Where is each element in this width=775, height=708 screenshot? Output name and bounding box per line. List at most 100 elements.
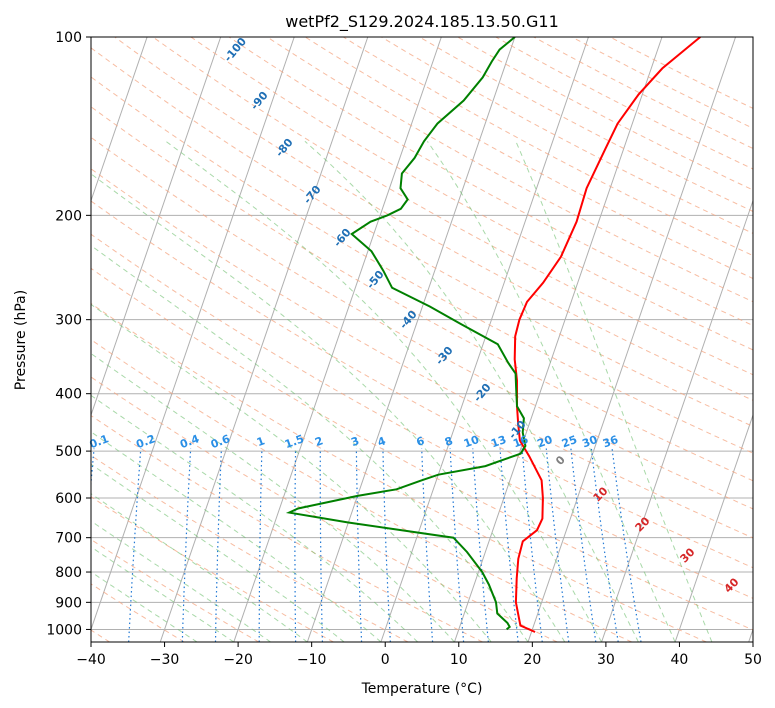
mixing-ratio-label: 30 (580, 433, 599, 451)
mixing-ratio-line (355, 448, 363, 642)
dry-adiabat-line (91, 267, 753, 631)
background-lines (0, 37, 753, 642)
x-tick-label: 30 (597, 652, 615, 668)
mixing-ratio-label: 13 (489, 433, 508, 450)
mixing-ratio-label: 25 (560, 433, 579, 450)
dry-adiabat-line (91, 136, 753, 510)
isotherm-line (527, 37, 737, 642)
dry-adiabat-line (91, 302, 707, 642)
y-tick-label: 600 (55, 491, 82, 507)
dewpoint-line (285, 37, 527, 631)
isotherm-line (91, 37, 148, 203)
dry-adiabat-line (114, 37, 753, 401)
x-tick-label: 50 (744, 652, 762, 668)
y-tick-label: 100 (55, 30, 82, 46)
x-tick-label: −40 (76, 652, 106, 668)
dry-adiabat-line (571, 37, 753, 129)
dry-adiabat-label: -100 (221, 35, 249, 65)
x-axis: −40 −30 −20 −10 0 10 20 30 40 50 (76, 642, 762, 668)
dry-adiabat-label: -30 (433, 344, 456, 368)
mixing-ratio-line (570, 448, 597, 642)
plot-frame (90, 36, 754, 643)
mixing-ratio-label: 0.6 (209, 432, 232, 451)
dry-adiabat-line (91, 168, 753, 539)
x-tick-label: 20 (523, 652, 541, 668)
y-axis-title: Pressure (hPa) (13, 290, 29, 390)
y-tick-label: 800 (55, 565, 82, 581)
moist-adiabat-line (91, 244, 529, 642)
dry-adiabat-line (91, 76, 753, 454)
mixing-ratio-label: 4 (376, 434, 388, 449)
isotherm-line (306, 37, 516, 642)
mixing-ratio-line (319, 448, 323, 642)
dry-adiabat-label: -40 (397, 308, 420, 332)
mixing-ratio-label: 6 (415, 434, 427, 449)
moist-adiabat-line (165, 140, 603, 642)
x-tick-label: −10 (297, 652, 327, 668)
isotherm-line (601, 199, 753, 642)
dry-adiabat-line (91, 106, 753, 482)
isotherm-line (91, 37, 295, 631)
mixing-ratio-label: 8 (443, 434, 455, 449)
y-tick-label: 1000 (46, 622, 82, 638)
dry-adiabat-line (91, 496, 334, 642)
mixing-ratio-line (472, 448, 489, 642)
isotherm-line (91, 37, 222, 417)
mixing-ratio-line (545, 448, 570, 642)
isotherm-line (0, 37, 74, 642)
dry-adiabat-line (91, 376, 558, 642)
y-tick-label: 300 (55, 313, 82, 329)
mixing-ratio-label: 3 (349, 434, 361, 449)
isotherm-line (159, 37, 369, 642)
dry-adiabat-label: -70 (301, 183, 324, 207)
x-tick-label: 10 (450, 652, 468, 668)
mixing-ratio-line (590, 448, 619, 642)
series-lines (285, 37, 701, 633)
isotherm-line (380, 37, 589, 642)
dry-adiabat-label: -20 (471, 381, 494, 405)
x-tick-label: −30 (150, 652, 180, 668)
isotherm-line (453, 37, 663, 642)
mixing-ratio-label: 0.4 (178, 432, 201, 451)
moist-adiabat-line (91, 173, 566, 642)
mixing-ratio-label: 1.5 (283, 432, 306, 451)
dry-adiabat-line (91, 233, 753, 599)
mixing-ratio-label: 36 (601, 433, 620, 451)
moist-adiabat-label: 0 (553, 453, 568, 468)
x-axis-title: Temperature (°C) (361, 681, 483, 697)
mixing-ratio-line (449, 448, 465, 642)
moist-adiabat-line (91, 394, 419, 642)
moist-adiabat-line (515, 141, 713, 642)
mixing-ratio-label: 2 (313, 434, 325, 449)
moist-adiabat-label: 30 (678, 545, 698, 565)
dry-adiabat-line (228, 37, 753, 327)
moist-adiabat-label: 20 (633, 514, 653, 534)
dry-adiabat-line (91, 454, 409, 642)
mixing-ratio-label: 20 (535, 433, 554, 451)
moist-adiabat-line (426, 141, 676, 642)
mixing-ratio-line (214, 448, 222, 642)
x-tick-label: −20 (223, 652, 253, 668)
mixing-ratio-line (421, 448, 434, 642)
y-axis: 100 200 300 400 500 600 700 800 900 1000 (46, 30, 91, 638)
moist-adiabat-line (91, 571, 198, 642)
mixing-ratio-line (499, 448, 519, 642)
dry-adiabat-label: -80 (273, 136, 296, 160)
moist-adiabat-line (91, 493, 308, 642)
y-tick-label: 400 (55, 387, 82, 403)
mixing-ratio-line (382, 448, 391, 642)
line-labels: -100-90-80-70-60-50-40-30-20-10010203040… (88, 35, 742, 596)
dry-adiabat-line (91, 538, 260, 642)
isotherm-line (233, 37, 442, 642)
isotherm-line (674, 413, 753, 642)
moist-adiabat-line (91, 546, 235, 642)
mixing-ratio-label: 1 (255, 434, 267, 449)
moist-adiabat-line (91, 303, 492, 642)
dry-adiabat-label: -90 (248, 89, 271, 113)
mixing-ratio-label: 0.2 (134, 432, 157, 451)
y-tick-label: 700 (55, 531, 82, 547)
chart-title: wetPf2_S129.2024.185.13.50.G11 (285, 12, 559, 32)
temperature-line (513, 37, 701, 633)
moist-adiabat-line (91, 520, 271, 642)
